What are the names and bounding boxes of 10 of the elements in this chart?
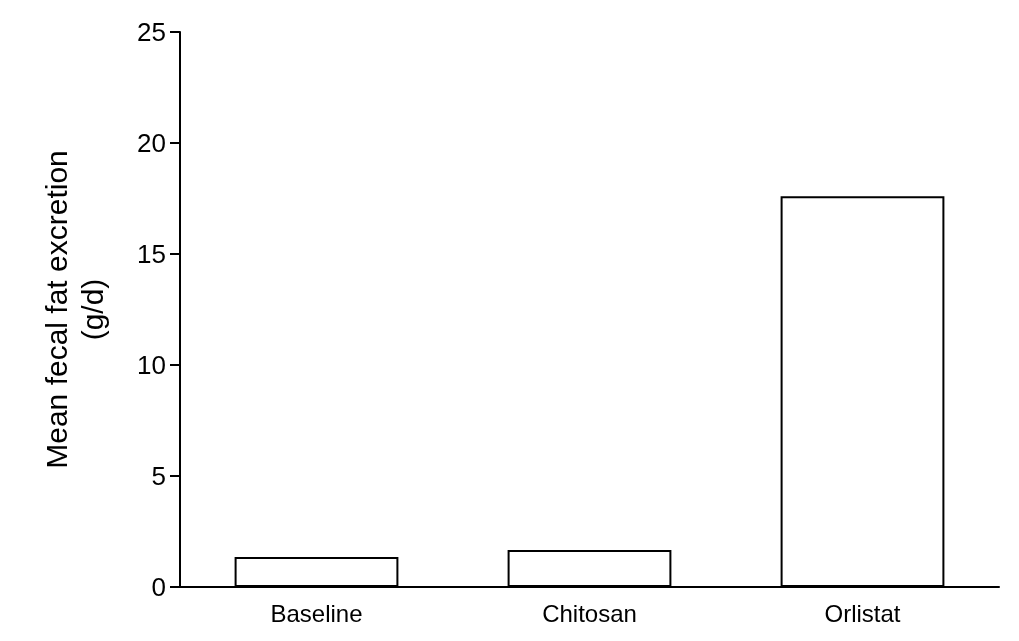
x-tick-label: Chitosan: [542, 599, 637, 627]
x-tick-label: Baseline: [270, 599, 363, 627]
x-tick-label: Orlistat: [824, 599, 901, 627]
y-tick-label: 20: [137, 128, 166, 158]
y-tick-label: 15: [137, 239, 166, 269]
y-tick-label: 10: [137, 350, 166, 380]
y-tick-label: 5: [151, 461, 166, 491]
y-axis-title: Mean fecal fat excretion (g/d): [39, 150, 109, 469]
y-tick-label: 0: [151, 572, 166, 602]
y-tick-label: 25: [137, 17, 166, 47]
